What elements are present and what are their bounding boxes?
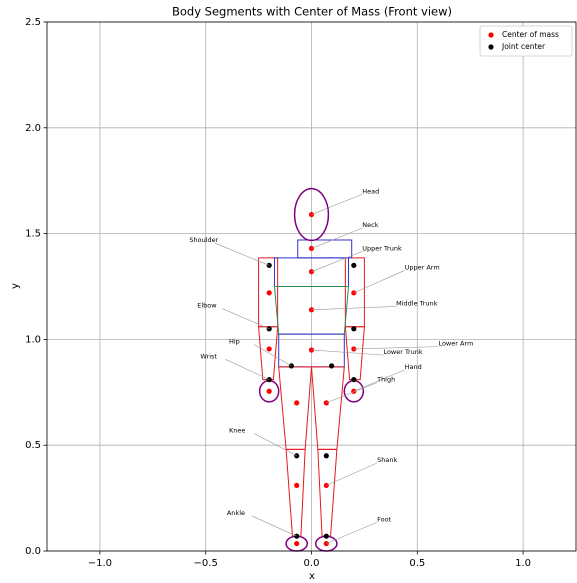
y-tick-label: 0.0 — [25, 546, 41, 557]
point — [267, 389, 272, 394]
point — [267, 290, 272, 295]
annotation: Ankle — [227, 509, 245, 517]
annotation: Middle Trunk — [396, 299, 437, 307]
point — [351, 326, 356, 331]
x-tick-label: 0.0 — [304, 558, 320, 569]
legend-marker — [488, 44, 493, 49]
annotation: Lower Arm — [438, 340, 473, 348]
legend-label: Joint center — [501, 42, 546, 51]
y-tick-label: 0.5 — [25, 440, 41, 451]
point — [294, 400, 299, 405]
annotation: Lower Trunk — [383, 348, 422, 356]
point — [294, 541, 299, 546]
annotation: Knee — [229, 426, 245, 434]
background — [0, 0, 577, 583]
point — [267, 346, 272, 351]
point — [324, 534, 329, 539]
annotation: Upper Arm — [405, 263, 440, 271]
annotation: Wrist — [200, 352, 217, 360]
legend-label: Center of mass — [502, 30, 559, 39]
point — [351, 377, 356, 382]
y-tick-label: 2.5 — [25, 17, 41, 28]
chart-title: Body Segments with Center of Mass (Front… — [172, 5, 452, 19]
annotation: Shoulder — [189, 236, 218, 244]
annotation: Hand — [405, 363, 422, 371]
y-tick-label: 1.0 — [25, 334, 41, 345]
y-axis-label: y — [10, 283, 21, 289]
x-axis-label: x — [309, 571, 315, 582]
point — [294, 483, 299, 488]
x-tick-label: −1.0 — [88, 558, 112, 569]
annotation: Neck — [362, 221, 378, 229]
annotation: Elbow — [197, 302, 217, 310]
annotation: Shank — [377, 456, 397, 464]
annotation: Head — [362, 187, 379, 195]
annotation: Thigh — [376, 376, 395, 384]
x-tick-label: −0.5 — [194, 558, 218, 569]
chart: Body Segments with Center of Mass (Front… — [0, 0, 577, 583]
x-tick-label: 1.0 — [515, 558, 531, 569]
x-tick-label: 0.5 — [409, 558, 425, 569]
annotation: Foot — [377, 515, 391, 523]
legend-marker — [488, 32, 493, 37]
annotation: Hip — [229, 338, 240, 346]
point — [351, 263, 356, 268]
annotation: Upper Trunk — [362, 244, 402, 252]
point — [329, 363, 334, 368]
point — [324, 453, 329, 458]
y-tick-label: 1.5 — [25, 229, 41, 240]
y-tick-label: 2.0 — [25, 123, 41, 134]
